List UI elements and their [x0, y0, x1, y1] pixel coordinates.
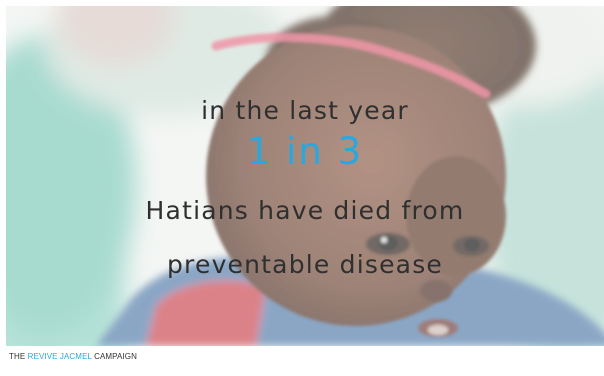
headline: in the last year 1 in 3 Hatians have die… [6, 6, 604, 346]
child-photo-illustration [6, 6, 604, 346]
photo-white-overlay [6, 6, 604, 346]
footer-campaign-name: REVIVE JACMEL [27, 352, 92, 361]
footer-prefix: THE [9, 352, 28, 361]
footer-suffix: CAMPAIGN [91, 352, 137, 361]
headline-line-cause: preventable disease [166, 250, 443, 279]
child-photo: in the last year 1 in 3 Hatians have die… [6, 6, 604, 346]
headline-line-subject: Hatians have died from [145, 196, 465, 225]
campaign-footer: THE REVIVE JACMEL CAMPAIGN [9, 352, 137, 361]
headline-line-intro: in the last year [201, 96, 409, 125]
headline-statistic: 1 in 3 [246, 130, 364, 173]
